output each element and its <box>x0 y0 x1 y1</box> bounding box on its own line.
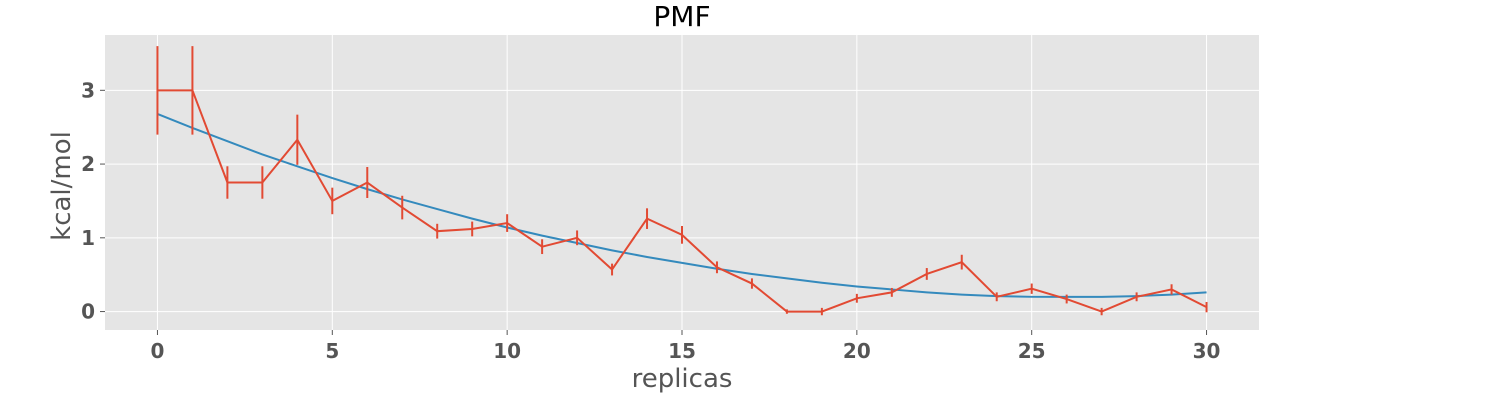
x-tick-label: 25 <box>1018 339 1046 363</box>
x-tick-label: 10 <box>493 339 521 363</box>
y-tick-label: 2 <box>81 152 95 176</box>
x-tick-label: 15 <box>668 339 696 363</box>
y-tick-label: 3 <box>81 78 95 102</box>
y-tick-label: 0 <box>81 300 95 324</box>
y-tick-label: 1 <box>81 226 95 250</box>
y-axis-label: kcal/mol <box>47 131 77 241</box>
x-tick-label: 0 <box>150 339 164 363</box>
x-tick-label: 30 <box>1193 339 1221 363</box>
x-tick-label: 5 <box>325 339 339 363</box>
x-tick-label: 20 <box>843 339 871 363</box>
chart-title: PMF <box>653 0 710 33</box>
fit-curve <box>157 112 1207 298</box>
x-axis-label: replicas <box>632 364 733 394</box>
